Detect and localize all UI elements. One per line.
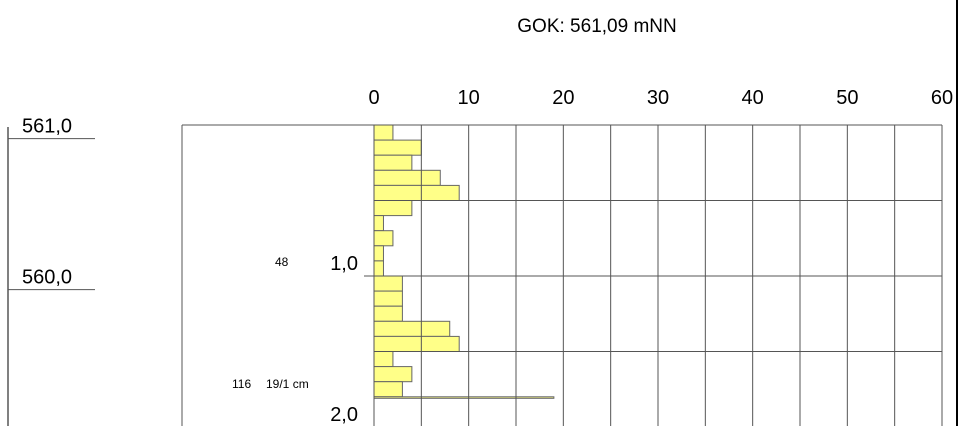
chart-title: GOK: 561,09 mNN (517, 16, 676, 37)
bar (373, 215, 384, 232)
x-tick-label: 0 (368, 87, 379, 109)
x-tick-label: 50 (836, 87, 858, 109)
bar (373, 200, 413, 217)
bar (373, 124, 394, 141)
bar (373, 351, 394, 368)
annotation: 48 (275, 255, 289, 269)
bar (373, 320, 451, 337)
x-tick-label: 60 (931, 87, 953, 109)
bar (373, 335, 460, 352)
elevation-label: 561,0 (22, 116, 72, 138)
bar (373, 139, 422, 156)
bar (373, 275, 403, 292)
y-tick-label: 2,0 (330, 404, 358, 426)
x-tick-label: 20 (552, 87, 574, 109)
x-tick-label: 10 (458, 87, 480, 109)
bar (373, 305, 403, 322)
x-tick-label: 40 (742, 87, 764, 109)
bar (373, 366, 413, 383)
bar (373, 290, 403, 307)
annotation: 116 (232, 377, 251, 391)
bar (373, 169, 441, 186)
x-tick-label: 30 (647, 87, 669, 109)
elevation-label: 560,0 (22, 267, 72, 289)
y-tick-label: 1,0 (330, 253, 358, 275)
bar (373, 381, 403, 398)
bar (373, 260, 384, 277)
bar (373, 230, 394, 247)
annotation: 19/1 cm (266, 377, 309, 391)
bar (373, 245, 384, 262)
bar (373, 396, 555, 399)
bar (373, 184, 460, 201)
bar (373, 154, 413, 171)
